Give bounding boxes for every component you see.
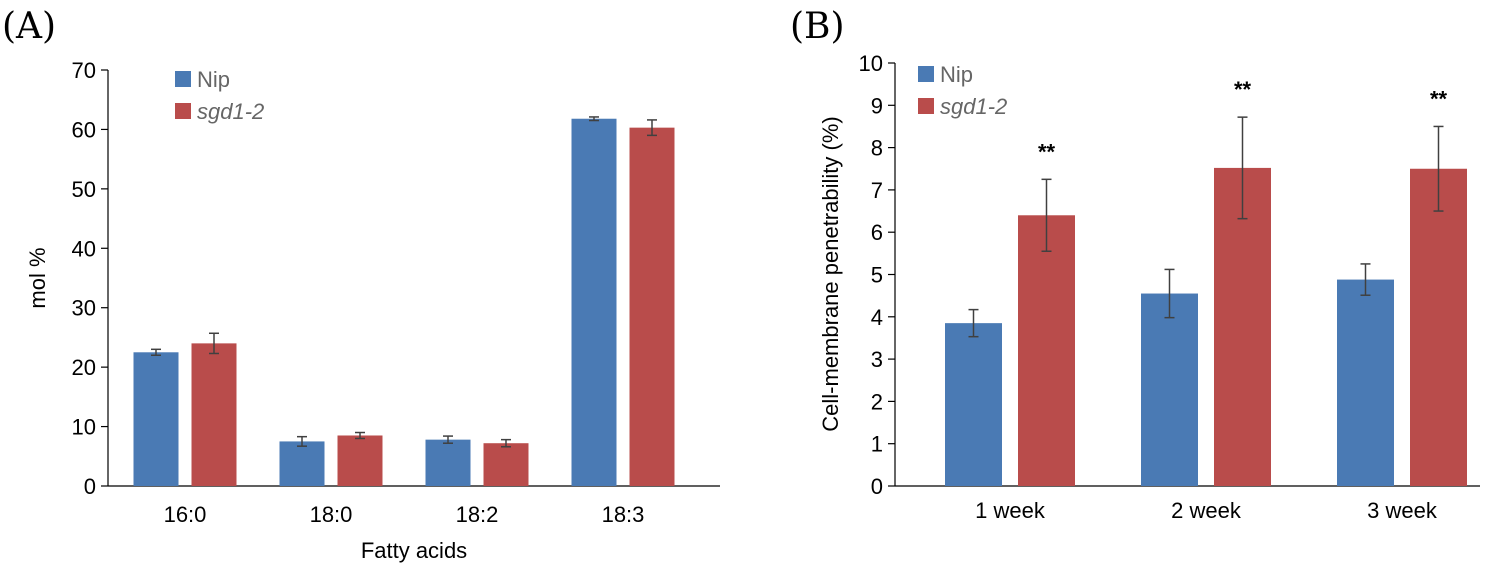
y-tick-label: 0	[871, 474, 883, 499]
y-tick-label: 3	[871, 347, 883, 372]
y-tick-label: 0	[84, 474, 96, 499]
bar-sgd1-2	[483, 443, 529, 486]
x-tick-label: 18:0	[310, 502, 353, 527]
legend-swatch-sgd1-2	[918, 98, 934, 114]
x-tick-label: 1 week	[975, 498, 1046, 523]
bar-nip	[945, 323, 1002, 486]
legend-label-sgd1-2: sgd1-2	[197, 99, 264, 124]
significance-marker: **	[1038, 139, 1056, 164]
x-axis-title: Fatty acids	[361, 538, 467, 563]
y-tick-label: 10	[72, 415, 96, 440]
bar-sgd1-2	[1214, 167, 1271, 487]
y-axis-title: mol %	[25, 247, 50, 308]
bar-sgd1-2	[1018, 215, 1075, 486]
y-tick-label: 6	[871, 220, 883, 245]
bar-sgd1-2	[1410, 168, 1467, 486]
legend-label-nip: Nip	[197, 67, 230, 92]
bar-nip	[133, 352, 179, 486]
x-tick-label: 2 week	[1171, 498, 1242, 523]
bar-sgd1-2	[191, 343, 237, 486]
significance-marker: **	[1234, 77, 1252, 102]
x-tick-label: 3 week	[1367, 498, 1438, 523]
y-tick-label: 9	[871, 93, 883, 118]
legend-swatch-nip	[918, 66, 934, 82]
legend-swatch-sgd1-2	[175, 103, 191, 119]
y-tick-label: 20	[72, 355, 96, 380]
bar-nip	[571, 118, 617, 486]
panel-label-b: (B)	[790, 6, 845, 47]
bar-nip	[1337, 279, 1394, 486]
y-tick-label: 10	[859, 51, 883, 76]
bar-nip	[1141, 293, 1198, 486]
x-tick-label: 18:2	[456, 502, 499, 527]
y-tick-label: 4	[871, 305, 883, 330]
legend-label-sgd1-2: sgd1-2	[940, 94, 1007, 119]
bar-sgd1-2	[337, 435, 383, 486]
x-tick-label: 18:3	[602, 502, 645, 527]
significance-marker: **	[1430, 86, 1448, 111]
y-tick-label: 50	[72, 177, 96, 202]
legend-swatch-nip	[175, 71, 191, 87]
y-tick-label: 5	[871, 263, 883, 288]
y-tick-label: 30	[72, 296, 96, 321]
panel-label-a: (A)	[2, 6, 56, 47]
chart-b-membrane-penetrability: 0 1 2 3 4 5 6 7 8 9 10 ** 1 week ** 2 week ** 3 week Cell…	[818, 51, 1480, 523]
y-tick-label: 2	[871, 389, 883, 414]
y-tick-label: 70	[72, 58, 96, 83]
chart-a-fatty-acids: 0 10 20 30 40 50 60 70 16:0 18:0 18:2 18:3 mol % Fatt…	[25, 58, 720, 563]
y-tick-label: 7	[871, 178, 883, 203]
y-tick-label: 1	[871, 432, 883, 457]
bar-nip	[425, 439, 471, 486]
legend-label-nip: Nip	[940, 62, 973, 87]
y-tick-label: 8	[871, 136, 883, 161]
bar-nip	[279, 441, 325, 486]
bar-sgd1-2	[629, 127, 675, 486]
y-axis-title: Cell-membrane penetrability (%)	[818, 116, 843, 431]
y-tick-label: 40	[72, 236, 96, 261]
x-tick-label: 16:0	[164, 502, 207, 527]
y-tick-label: 60	[72, 117, 96, 142]
